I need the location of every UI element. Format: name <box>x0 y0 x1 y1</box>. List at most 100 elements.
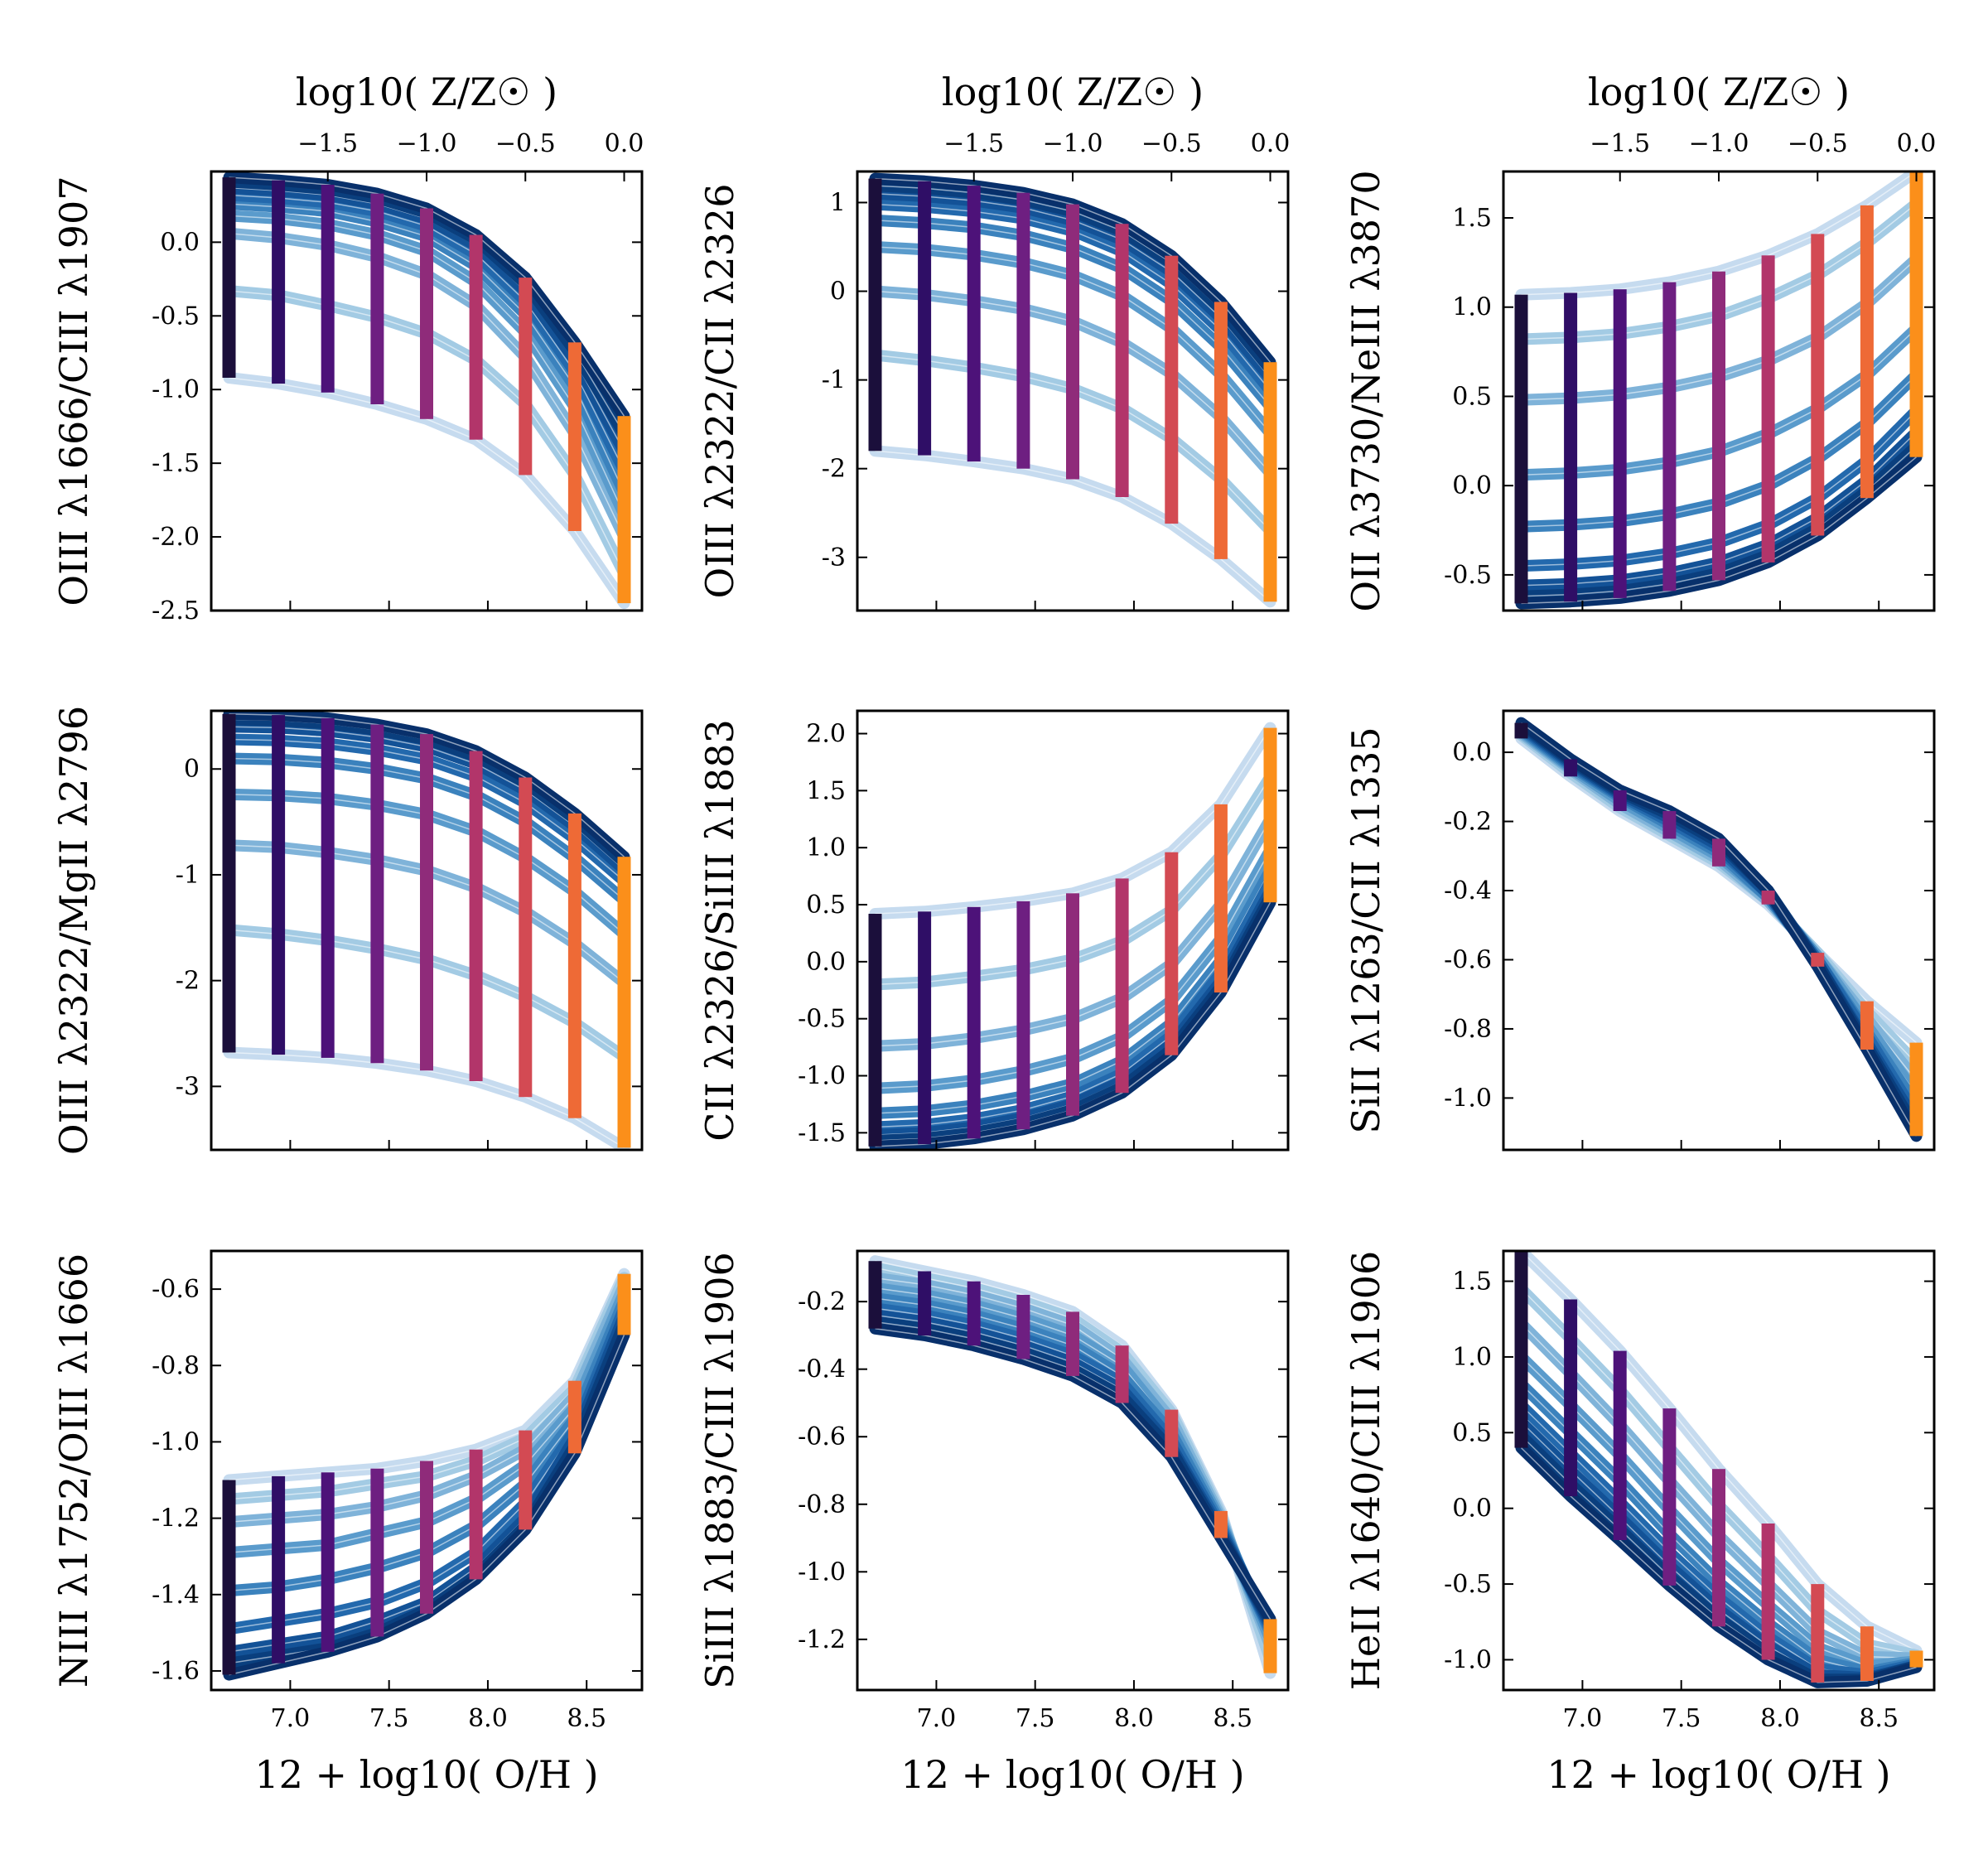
y-axis-title: OIII λ1666/CIII λ1907 <box>51 176 96 606</box>
range-bar <box>617 416 631 604</box>
range-bar <box>1066 204 1079 480</box>
range-bar <box>1761 1524 1775 1660</box>
top-tick-label: −0.5 <box>1788 129 1848 158</box>
top-tick-label: −1.0 <box>397 129 457 158</box>
top-tick-label: −0.5 <box>1141 129 1202 158</box>
y-tick-label: 1 <box>830 188 846 217</box>
top-tick-label: −0.5 <box>495 129 556 158</box>
x-tick-label: 7.5 <box>369 1704 409 1733</box>
chart-panel: 1.5 1.0 0.5 0.0 -0.5 −1.5 −1.0 −0.5 0.0 log10( Z/… <box>1344 70 1936 612</box>
y-tick-label: -1.5 <box>798 1118 846 1147</box>
axes-frame <box>210 1249 644 1692</box>
range-bar <box>967 906 981 1139</box>
range-bar <box>1263 362 1277 602</box>
range-bar <box>1712 838 1725 867</box>
range-bar <box>1016 192 1030 469</box>
x-axis-title: 12 + log10( O/H ) <box>254 1752 598 1797</box>
y-tick-label: -1.0 <box>152 1427 200 1456</box>
y-tick-label: -1 <box>822 366 846 395</box>
y-tick-label: 1.5 <box>1452 204 1492 233</box>
range-bar <box>868 914 882 1147</box>
x-tick-label: 8.5 <box>567 1704 606 1733</box>
top-tick-label: −1.5 <box>297 129 358 158</box>
chart-panel: 0.0 -0.5 -1.0 -1.5 -2.0 -2.5 −1.5 −1.0 −0.5 0.0 lo… <box>51 70 644 625</box>
range-bar <box>567 813 581 1118</box>
range-bar <box>519 1430 533 1530</box>
y-tick-label: 0.0 <box>1452 1495 1492 1524</box>
range-bar <box>1016 1295 1030 1359</box>
range-bar <box>420 1461 433 1614</box>
y-tick-label: -0.5 <box>798 1005 846 1034</box>
top-tick-label: 0.0 <box>1897 129 1937 158</box>
y-axis-title: SiII λ1263/CII λ1335 <box>1344 727 1388 1133</box>
y-tick-label: -0.5 <box>1444 561 1492 590</box>
axes-frame <box>1502 1249 1936 1692</box>
x-tick-label: 7.5 <box>1016 1704 1055 1733</box>
plot-area <box>868 1255 1277 1679</box>
chart-panel: 0.0 -0.2 -0.4 -0.6 -0.8 -1.0 SiII λ1263/CII λ1… <box>1344 709 1936 1152</box>
y-tick-label: -0.5 <box>152 302 200 331</box>
range-bar <box>1263 727 1277 903</box>
x-tick-label: 7.0 <box>917 1704 957 1733</box>
axes-frame <box>210 709 644 1152</box>
top-axis-title: log10( Z/Z☉ ) <box>942 70 1204 114</box>
range-bar <box>918 181 932 456</box>
range-bar <box>1811 1584 1825 1683</box>
range-bar <box>1564 759 1578 777</box>
y-tick-label: 0.0 <box>160 228 200 257</box>
y-tick-label: -0.6 <box>152 1275 200 1304</box>
range-bar <box>1613 790 1627 811</box>
range-bar <box>1263 1619 1277 1673</box>
y-axis-title: SiIII λ1883/CIII λ1906 <box>697 1252 742 1689</box>
range-bar <box>1860 1001 1874 1050</box>
y-tick-label: 1.5 <box>806 776 846 805</box>
y-tick-label: 0.5 <box>1452 1418 1492 1447</box>
y-tick-label: -3 <box>176 1072 200 1101</box>
top-tick-label: −1.5 <box>943 129 1004 158</box>
range-bar <box>469 234 483 440</box>
y-tick-label: -2.0 <box>152 523 200 552</box>
y-tick-label: -0.8 <box>152 1351 200 1380</box>
y-tick-label: -1.0 <box>152 375 200 404</box>
y-tick-label: 1.0 <box>806 833 846 862</box>
range-bar <box>321 1472 335 1652</box>
range-bar <box>567 342 581 531</box>
y-tick-label: 0.0 <box>806 948 846 977</box>
y-tick-label: -0.6 <box>798 1422 846 1451</box>
x-tick-label: 8.0 <box>1760 1704 1800 1733</box>
range-bar <box>1860 1626 1874 1681</box>
y-tick-label: -1.2 <box>152 1504 200 1533</box>
x-tick-label: 8.5 <box>1213 1704 1252 1733</box>
plot-area <box>868 722 1277 1150</box>
range-bar <box>1165 852 1179 1055</box>
range-bar <box>1066 1311 1079 1376</box>
range-bar <box>1811 953 1825 967</box>
range-bar <box>1662 811 1677 839</box>
range-bar <box>1214 1510 1228 1538</box>
range-bar <box>420 734 433 1071</box>
range-bar <box>918 911 932 1145</box>
range-bar <box>1909 1650 1923 1668</box>
y-axis-title: NIII λ1752/OIII λ1666 <box>51 1253 96 1688</box>
x-axis-title: 12 + log10( O/H ) <box>900 1752 1244 1797</box>
y-tick-label: -0.4 <box>798 1355 846 1384</box>
range-bar <box>617 857 631 1148</box>
range-bar <box>1613 1350 1627 1540</box>
y-tick-label: -1.0 <box>1444 1645 1492 1674</box>
y-tick-label: -1.6 <box>152 1657 200 1686</box>
y-tick-label: 2.0 <box>806 720 846 749</box>
chart-panel: -0.6 -0.8 -1.0 -1.2 -1.4 -1.6 7.0 7.5 8.0 8.5 12 +… <box>51 1249 644 1797</box>
chart-panel: -0.2 -0.4 -0.6 -0.8 -1.0 -1.2 7.0 7.5 8.0 8.5 12 +… <box>697 1249 1290 1797</box>
plot-area <box>1514 171 1923 610</box>
y-tick-label: -0.8 <box>1444 1015 1492 1044</box>
axes-frame <box>856 1249 1290 1692</box>
y-tick-label: -0.2 <box>1444 808 1492 837</box>
x-tick-label: 8.0 <box>1114 1704 1154 1733</box>
range-bar <box>469 1449 483 1580</box>
range-bar <box>1662 282 1677 592</box>
y-axis-title: OIII λ2322/CII λ2326 <box>697 184 742 599</box>
y-tick-label: 0.5 <box>1452 382 1492 411</box>
range-bar <box>967 1281 981 1346</box>
top-tick-label: 0.0 <box>1251 129 1291 158</box>
range-bar <box>1514 722 1528 739</box>
